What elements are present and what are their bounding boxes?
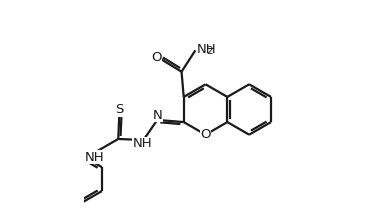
Text: O: O [151,51,161,64]
Text: 2: 2 [206,46,213,56]
Text: O: O [200,128,211,141]
Text: NH: NH [132,138,152,150]
Text: N: N [152,109,162,122]
Text: NH: NH [84,151,104,164]
Text: S: S [115,103,123,116]
Text: NH: NH [197,43,216,56]
